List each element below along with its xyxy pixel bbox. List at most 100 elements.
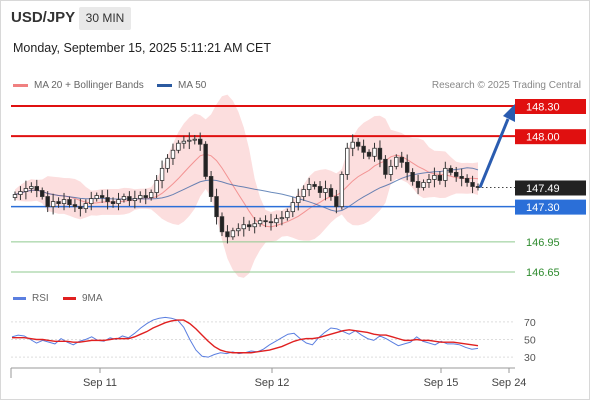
candle-up — [443, 167, 448, 181]
candle-up — [279, 217, 285, 220]
candle-up — [388, 165, 394, 175]
candle-up — [154, 180, 159, 193]
resistance-label: 148.00 — [526, 132, 560, 144]
candle-down — [208, 176, 214, 197]
rsi-label: RSI — [32, 293, 49, 304]
candle-up — [257, 220, 263, 225]
candle-up — [18, 191, 23, 195]
rsi-panel: 70 50 30 — [11, 317, 536, 364]
candle-up — [290, 202, 295, 213]
candle-up — [187, 139, 192, 142]
candle-up — [29, 186, 34, 189]
ma20-swatch — [13, 83, 28, 87]
9ma-swatch — [63, 296, 76, 300]
candle-up — [61, 199, 67, 204]
candle-up — [236, 228, 241, 232]
price-levels: 148.30 148.00 147.49 147.30 146.95 146.65 — [11, 99, 586, 279]
projection-line — [478, 118, 510, 189]
bollinger-band-fill — [15, 94, 478, 278]
candle-up — [83, 203, 89, 210]
candle-down — [143, 195, 148, 198]
candle-down — [410, 171, 415, 182]
candle-down — [383, 158, 388, 175]
candle-up — [372, 147, 377, 157]
support-label: 146.95 — [526, 237, 560, 249]
candle-up — [432, 175, 437, 180]
candle-down — [40, 190, 45, 197]
ma20-label: MA 20 + Bollinger Bands — [34, 80, 144, 91]
header: USD/JPY 30 MIN — [0, 0, 590, 36]
legend-ma20: MA 20 + Bollinger Bands — [13, 80, 144, 91]
9ma-label: 9MA — [82, 293, 103, 304]
candle-down — [110, 201, 116, 204]
candle-up — [138, 195, 143, 199]
x-tick-label: Sep 12 — [255, 377, 290, 389]
candle-down — [214, 196, 219, 218]
candle-up — [94, 195, 99, 199]
candle-down — [415, 181, 421, 188]
candle-up — [181, 140, 187, 144]
candle-up — [421, 182, 426, 188]
candle-down — [56, 201, 61, 204]
candle-down — [127, 196, 132, 201]
candle-up — [426, 179, 432, 183]
candle-down — [219, 216, 225, 233]
symbol-label: USD/JPY — [11, 9, 76, 26]
candle-up — [148, 192, 154, 198]
bollinger-band — [15, 94, 478, 278]
rsi-tick-label: 30 — [524, 352, 536, 364]
pivot-tag — [515, 199, 586, 215]
resistance-label: 148.30 — [526, 102, 560, 114]
candle-down — [366, 151, 372, 157]
candle-down — [459, 176, 464, 179]
legend-rsi: RSI — [13, 293, 49, 304]
legend-9ma: 9MA — [63, 293, 103, 304]
time-axis: Sep 11 Sep 12 Sep 15 Sep 24 — [10, 367, 527, 389]
candle-down — [377, 147, 383, 160]
x-tick-label: Sep 15 — [424, 377, 459, 389]
candle-down — [361, 145, 366, 153]
projection-arrowhead — [503, 104, 515, 122]
candle-down — [225, 231, 230, 238]
candle-up — [345, 147, 350, 175]
candle-down — [203, 143, 208, 177]
rsi-swatch — [13, 296, 26, 300]
x-tick-label: Sep 11 — [83, 377, 117, 389]
candle-down — [67, 199, 72, 205]
candle-down — [334, 196, 339, 208]
candle-down — [34, 186, 39, 191]
candle-down — [105, 197, 110, 202]
candle-down — [454, 171, 459, 177]
candle-up — [296, 196, 301, 203]
candle-up — [116, 199, 121, 204]
support-label: 146.65 — [526, 267, 560, 279]
candle-down — [437, 175, 443, 181]
resistance-tag — [515, 129, 586, 145]
candle-down — [470, 182, 475, 187]
candle-up — [230, 230, 236, 238]
candle-up — [23, 188, 29, 192]
candle-down — [99, 195, 105, 198]
candle-up — [89, 198, 94, 204]
x-tick-label: Sep 24 — [492, 377, 527, 389]
ma50-label: MA 50 — [178, 80, 207, 91]
candle-up — [285, 211, 290, 219]
candle-up — [165, 157, 170, 169]
candle-up — [12, 194, 18, 198]
candle-down — [247, 224, 252, 228]
candle-up — [394, 156, 399, 167]
ma50-swatch — [157, 83, 172, 87]
rsi-line — [11, 316, 479, 358]
candle-down — [263, 220, 268, 223]
legend-ma50: MA 50 — [157, 80, 206, 91]
candle-down — [317, 186, 323, 193]
last-price-tag — [515, 180, 586, 196]
candle-up — [50, 201, 56, 208]
candle-down — [328, 188, 334, 197]
candle-up — [241, 224, 246, 230]
candle-up — [350, 141, 355, 149]
candle-down — [268, 221, 274, 224]
candle-up — [274, 218, 279, 224]
timeframe-button[interactable]: 30 MIN — [79, 7, 131, 30]
candle-down — [355, 141, 361, 147]
